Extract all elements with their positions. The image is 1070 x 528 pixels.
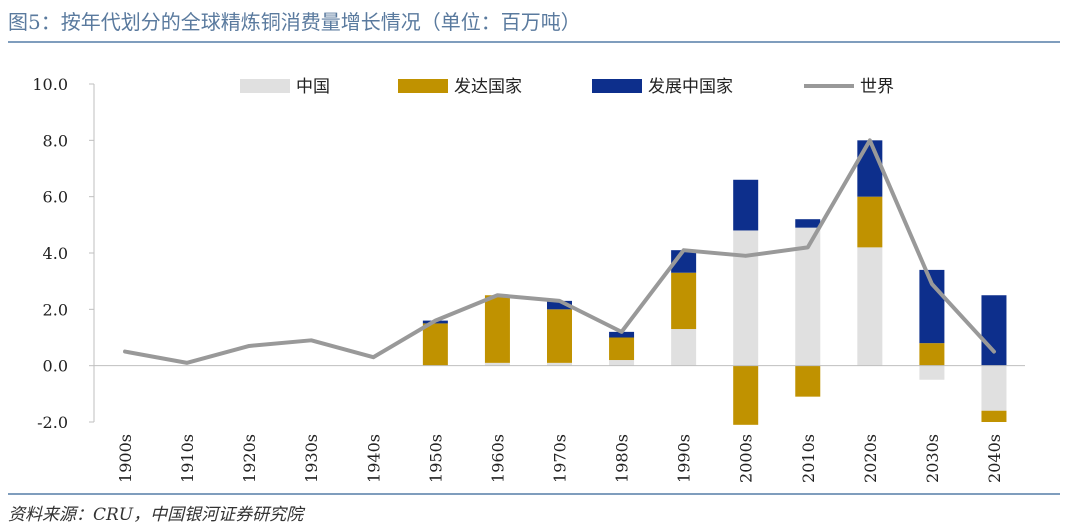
bar-china-2020s [857,247,883,366]
bar-developed-1980s [609,337,635,361]
x-tick-label: 1930s [302,434,321,483]
bar-developed-1990s [671,272,697,330]
x-tick-label: 1970s [551,434,570,483]
world-point-2040s [993,351,995,353]
bar-china-1960s [484,362,510,366]
bar-china-2010s [795,227,821,366]
x-tick-label: 2020s [861,434,880,483]
y-tick-label: 6.0 [43,188,68,207]
world-point-2030s [931,283,933,285]
bar-china-2030s [919,365,945,380]
x-tick-label: 1950s [426,434,445,483]
x-tick-label: 1990s [675,434,694,483]
legend-swatch-developing [592,79,642,93]
world-point-1970s [559,300,560,302]
bar-china-1970s [547,362,572,366]
bar-china-2040s [981,365,1007,411]
source-divider [8,493,1060,495]
y-tick-label: 2.0 [43,300,68,319]
bar-developing-1970s [547,300,572,310]
x-tick-label: 1980s [613,434,632,483]
world-point-2020s [869,139,871,141]
legend-label-developing: 发展中国家 [648,77,733,97]
legend-label-world: 世界 [860,77,894,97]
bar-developed-2030s [919,343,945,366]
world-point-1940s [372,356,374,358]
bar-developing-1980s [609,331,635,338]
world-point-1950s [434,320,436,322]
bar-developed-1950s [422,323,448,366]
bar-developed-1970s [547,309,572,363]
legend-label-china: 中国 [296,77,330,97]
world-point-1900s [124,351,126,353]
bar-developed-1960s [484,295,510,363]
world-point-1930s [310,339,312,341]
bar-developing-2000s [733,179,759,231]
bar-developing-2020s [857,140,883,197]
bar-china-1980s [609,360,635,366]
world-point-1920s [248,345,250,347]
y-tick-label: -2.0 [37,413,68,432]
x-tick-label: 2040s [985,434,1004,483]
bar-china-2000s [733,230,759,366]
bar-developed-2040s [981,410,1007,422]
world-point-1910s [186,362,188,364]
source-note: 资料来源：CRU，中国银河证券研究院 [8,505,304,525]
world-point-2000s [745,255,747,257]
bar-developing-2040s [981,295,1007,366]
axes: -2.0 0.0 2.0 4.0 6.0 8.0 10.0 1900s 1910s 1920s 19… [32,75,1025,483]
x-tick-label: 1910s [178,434,197,483]
x-tick-label: 2000s [737,434,756,483]
world-point-2010s [807,246,809,248]
title-divider [8,41,1060,43]
y-tick-label: 8.0 [43,131,68,150]
world-point-1960s [496,294,498,296]
bar-developed-2010s [795,365,821,397]
x-tick-label: 2030s [923,434,942,483]
legend-swatch-developed [398,79,448,93]
world-line-series [123,138,996,365]
bar-developing-2010s [795,219,821,228]
legend-label-developed: 发达国家 [454,77,522,97]
world-point-1990s [683,249,685,251]
bar-series [422,140,1007,425]
bar-developed-2000s [733,365,759,425]
legend: 中国 发达国家 发展中国家 世界 [240,77,894,97]
bar-developed-2020s [857,196,883,248]
y-tick-label: 0.0 [43,357,68,376]
x-tick-label: 1940s [364,434,383,483]
legend-swatch-china [240,79,290,93]
x-tick-label: 1960s [488,434,507,483]
world-point-1980s [621,331,623,333]
x-tick-label: 2010s [799,434,818,483]
bar-china-1990s [671,329,697,366]
y-tick-label: 10.0 [32,75,68,94]
y-tick-label: 4.0 [43,244,68,263]
x-tick-label: 1920s [240,434,259,483]
chart-title: 图5：按年代划分的全球精炼铜消费量增长情况（单位：百万吨） [8,10,581,34]
x-tick-label: 1900s [116,434,135,483]
